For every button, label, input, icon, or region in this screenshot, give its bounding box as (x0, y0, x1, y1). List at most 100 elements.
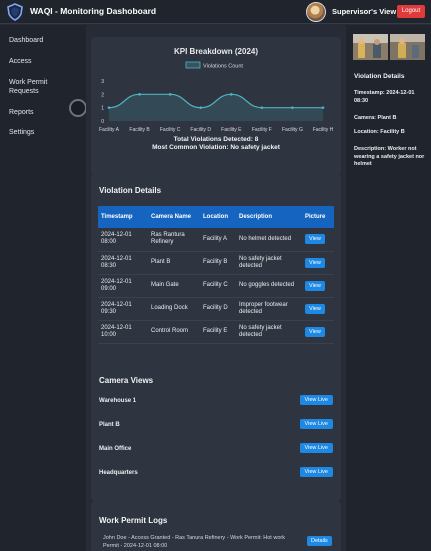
col-picture: Picture (302, 206, 334, 228)
cell-timestamp: 2024-12-01 09:30 (98, 297, 148, 321)
violation-details-card: Violation Details Timestamp Camera Name … (91, 173, 341, 377)
x-tick-label: Facility G (282, 127, 303, 133)
detail-description: Description: Worker not wearing a safety… (354, 146, 425, 167)
cell-timestamp: 2024-12-01 08:30 (98, 251, 148, 275)
data-point (168, 93, 172, 96)
x-tick-label: Facility H (313, 127, 334, 133)
cell-description: No helmet detected (236, 228, 302, 252)
sidebar-item-reports[interactable]: Reports (9, 109, 34, 116)
camera-views-card: Camera Views Warehouse 1 View Live Plant… (91, 361, 341, 501)
cell-location: Facility E (200, 320, 236, 344)
table-row: 2024-12-01 10:00 Control Room Facility E No… (98, 320, 334, 344)
view-live-button[interactable]: View Live (299, 443, 333, 453)
snapshot-image-right (390, 34, 425, 60)
y-tick-label: 0 (101, 119, 104, 125)
col-timestamp: Timestamp (98, 206, 148, 228)
cell-camera-name: Ras Rantura Refinery (148, 228, 200, 252)
violation-detail-pane: Violation Details Timestamp: 2024-12-01 … (346, 25, 431, 551)
camera-name: Plant B (99, 422, 120, 428)
cell-camera-name: Main Gate (148, 274, 200, 298)
data-point (229, 93, 233, 96)
cell-camera-name: Plant B (148, 251, 200, 275)
col-description: Description (236, 206, 302, 228)
table-row: 2024-12-01 09:00 Main Gate Facility C No go… (98, 274, 334, 298)
sidebar-item-access[interactable]: Access (9, 58, 32, 65)
logout-button[interactable]: Logout (397, 5, 425, 18)
data-point (138, 93, 141, 96)
view-live-button[interactable]: View Live (299, 395, 333, 405)
data-point (291, 106, 294, 109)
cell-camera-name: Loading Dock (148, 297, 200, 321)
view-live-button[interactable]: View Live (299, 467, 333, 477)
snapshot-image-left (353, 34, 388, 60)
permit-log-entry: John Doe - Access Granted - Ras Tanura R… (103, 535, 285, 549)
view-picture-button[interactable]: View (305, 326, 325, 337)
cell-picture: View (302, 297, 334, 321)
cell-timestamp: 2024-12-01 08:00 (98, 228, 148, 252)
details-button[interactable]: Details (307, 536, 332, 546)
camera-row: Plant B View Live (99, 419, 335, 429)
main-content: KPI Breakdown (2024) 0 1 2 3 Facility A Facil… (86, 25, 346, 551)
cell-description: No safety jacket detected (236, 320, 302, 344)
sidebar: Dashboard Access Work Permit Requests Re… (0, 25, 87, 551)
kpi-total: Total Violations Detected: 8 (173, 136, 259, 143)
col-camera-name: Camera Name (148, 206, 200, 228)
x-tick-label: Facility E (221, 127, 242, 133)
cell-location: Facility C (200, 274, 236, 298)
camera-name: Headquarters (99, 470, 138, 476)
view-live-button[interactable]: View Live (299, 419, 333, 429)
cell-description: Improper footwear detected (236, 297, 302, 321)
y-tick-label: 1 (101, 106, 104, 112)
table-row: 2024-12-01 08:00 Ras Rantura Refinery Faci… (98, 228, 334, 252)
view-picture-button[interactable]: View (305, 257, 325, 268)
kpi-title: KPI Breakdown (2024) (173, 47, 259, 56)
avatar[interactable] (306, 2, 326, 22)
violations-header-row: Timestamp Camera Name Location Descripti… (98, 206, 334, 228)
cell-picture: View (302, 228, 334, 252)
camera-row: Headquarters View Live (99, 467, 335, 477)
legend-label: Violations Count (203, 63, 243, 69)
x-tick-label: Facility B (129, 127, 150, 133)
camera-name: Main Office (99, 446, 132, 452)
kpi-card: KPI Breakdown (2024) 0 1 2 3 Facility A Facil… (91, 37, 341, 175)
table-row: 2024-12-01 09:30 Loading Dock Facility D Im… (98, 297, 334, 321)
cell-location: Facility D (200, 297, 236, 321)
violation-details-title: Violation Details (99, 186, 162, 195)
legend-swatch (185, 61, 201, 69)
detail-camera: Camera: Plant B (354, 115, 397, 121)
work-permit-logs-card: Work Permit Logs John Doe - Access Grant… (91, 501, 341, 551)
kpi-chart: 0 1 2 3 Facility A Facility B Facility C Facili… (99, 61, 334, 133)
sidebar-item-work-permit-requests[interactable]: Work Permit Requests (9, 79, 48, 95)
cell-location: Facility B (200, 251, 236, 275)
sidebar-item-dashboard[interactable]: Dashboard (9, 37, 44, 44)
kpi-most-common: Most Common Violation: No safety jacket (152, 144, 280, 151)
x-tick-label: Facility F (252, 127, 272, 133)
cell-location: Facility A (200, 228, 236, 252)
cell-timestamp: 2024-12-01 09:00 (98, 274, 148, 298)
view-picture-button[interactable]: View (305, 303, 325, 314)
view-picture-button[interactable]: View (305, 234, 325, 245)
cell-picture: View (302, 251, 334, 275)
camera-row: Warehouse 1 View Live (99, 395, 335, 405)
data-point (321, 106, 325, 109)
cell-camera-name: Control Room (148, 320, 200, 344)
data-point (260, 106, 264, 109)
camera-views-title: Camera Views (99, 376, 154, 385)
top-bar: WAQI - Monitoring Dashoboard Supervisor'… (0, 0, 431, 24)
cell-picture: View (302, 320, 334, 344)
sidebar-item-settings[interactable]: Settings (9, 129, 35, 136)
cell-picture: View (302, 274, 334, 298)
user-role-label: Supervisor's View (332, 7, 397, 16)
detail-timestamp: Timestamp: 2024-12-01 08:30 (354, 90, 415, 104)
data-point (107, 106, 111, 109)
col-location: Location (200, 206, 236, 228)
sidebar-toggle[interactable] (69, 99, 87, 117)
view-picture-button[interactable]: View (305, 280, 325, 291)
cell-timestamp: 2024-12-01 10:00 (98, 320, 148, 344)
x-tick-label: Facility C (160, 127, 181, 133)
cell-description: No goggles detected (236, 274, 302, 298)
violation-snapshot[interactable] (353, 34, 425, 60)
app-title: WAQI - Monitoring Dashoboard (30, 6, 157, 16)
cell-description: No safety jacket detected (236, 251, 302, 275)
y-tick-label: 2 (101, 92, 104, 98)
